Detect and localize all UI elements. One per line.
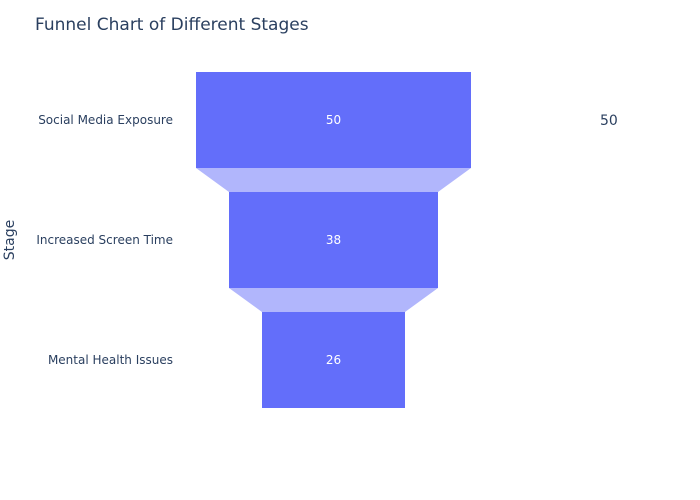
y-axis-ticks: Social Media Exposure Increased Screen Ti… [36,113,173,367]
data-labels: 50 38 26 [326,113,341,367]
funnel-bars [196,72,471,408]
stage-tick-label: Mental Health Issues [48,353,173,367]
legend-value: 50 [600,113,618,129]
y-axis-label: Stage [2,220,18,260]
funnel-bar[interactable] [229,192,438,288]
funnel-connector [229,288,438,312]
funnel-value-label: 50 [326,113,341,127]
funnel-bar[interactable] [262,312,405,408]
funnel-value-label: 26 [326,353,341,367]
stage-tick-label: Social Media Exposure [38,113,173,127]
funnel-connector [196,168,471,192]
funnel-value-label: 38 [326,233,341,247]
funnel-connectors [196,168,471,312]
funnel-bar[interactable] [196,72,471,168]
chart-title: Funnel Chart of Different Stages [35,15,309,35]
stage-tick-label: Increased Screen Time [36,233,173,247]
